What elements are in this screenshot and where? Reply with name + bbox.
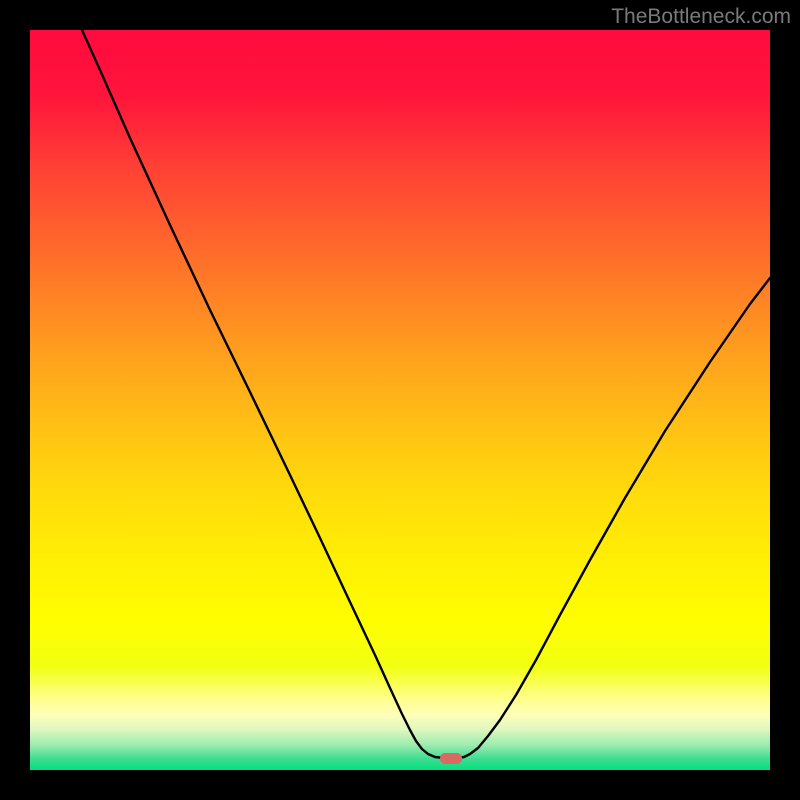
plot-svg [30,30,770,770]
watermark-text: TheBottleneck.com [611,5,791,29]
plot-area [30,30,770,770]
gradient-background [30,30,770,770]
chart-frame: TheBottleneck.com [0,0,800,800]
optimum-marker [440,753,462,764]
